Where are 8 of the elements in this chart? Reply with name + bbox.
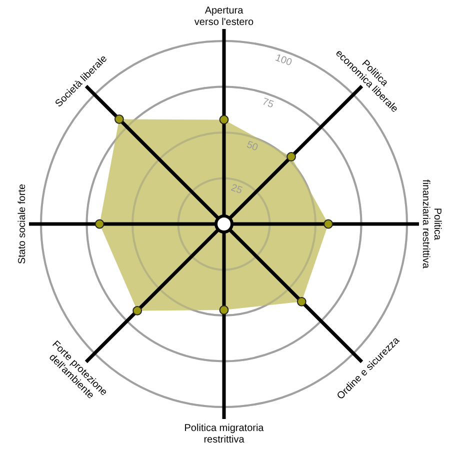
spoke-label: Politica migratoria restrittiva	[184, 423, 264, 446]
y-tick-label: 25	[229, 182, 244, 197]
y-tick-label: 100	[274, 52, 294, 69]
y-tick-label: 50	[245, 140, 260, 154]
spoke-label: Politica finanziaria restrittiva	[420, 180, 442, 269]
spoke-label: Stato sociale forte	[17, 184, 28, 264]
y-tick-label: 75	[260, 96, 276, 111]
spoke-label: Apertura verso l'estero	[194, 6, 254, 28]
